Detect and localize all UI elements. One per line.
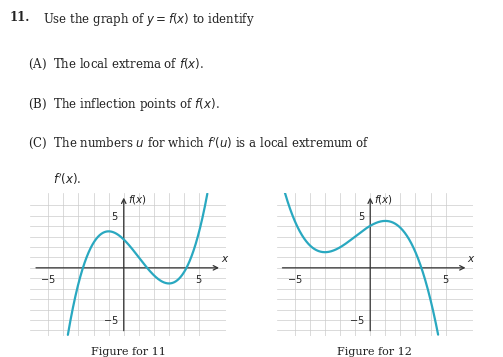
Text: $x$: $x$: [467, 254, 475, 264]
Text: $5$: $5$: [442, 272, 449, 285]
Text: $-5$: $-5$: [287, 272, 302, 285]
Text: $-5$: $-5$: [103, 314, 119, 326]
Text: $-5$: $-5$: [350, 314, 365, 326]
Text: (A)  The local extrema of $f(x)$.: (A) The local extrema of $f(x)$.: [28, 57, 204, 72]
Text: Figure for 11: Figure for 11: [91, 347, 165, 357]
Text: $5$: $5$: [196, 272, 203, 285]
Text: (C)  The numbers $u$ for which $f'(u)$ is a local extremum of: (C) The numbers $u$ for which $f'(u)$ is…: [28, 136, 370, 151]
Text: 11.: 11.: [10, 11, 31, 24]
Text: Use the graph of $y = f(x)$ to identify: Use the graph of $y = f(x)$ to identify: [43, 11, 255, 28]
Text: $f(x)$: $f(x)$: [374, 193, 393, 206]
Text: $5$: $5$: [358, 210, 365, 222]
Text: $x$: $x$: [221, 254, 229, 264]
Text: $5$: $5$: [111, 210, 119, 222]
Text: $f(x)$: $f(x)$: [127, 193, 146, 206]
Text: $f'(x)$.: $f'(x)$.: [53, 171, 81, 187]
Text: (B)  The inflection points of $f(x)$.: (B) The inflection points of $f(x)$.: [28, 96, 219, 114]
Text: Figure for 12: Figure for 12: [338, 347, 412, 357]
Text: $-5$: $-5$: [41, 272, 56, 285]
